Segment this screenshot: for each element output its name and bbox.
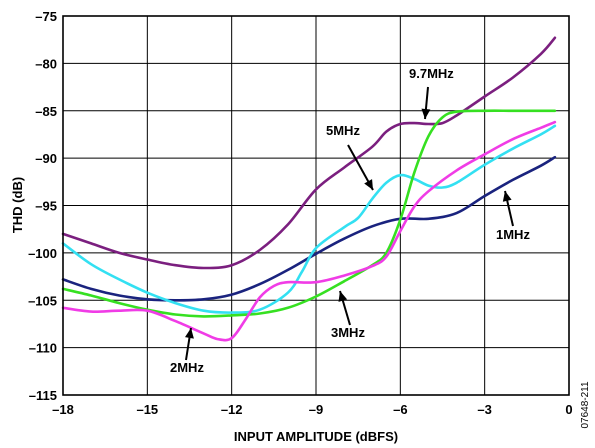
x-tick-label: –12 <box>221 402 243 417</box>
series-annotations: 9.7MHz 5MHz 1MHz 3MHz 2MHz <box>170 66 530 375</box>
y-tick-label: –75 <box>35 9 57 24</box>
annotation-2mhz: 2MHz <box>170 360 204 375</box>
x-tick-label: 0 <box>565 402 572 417</box>
annotation-arrowhead-1mhz <box>502 191 512 202</box>
annotation-3mhz: 3MHz <box>331 325 365 340</box>
y-tick-label: –95 <box>35 199 57 214</box>
x-tick-label: –15 <box>136 402 158 417</box>
x-tick-label: –3 <box>477 402 491 417</box>
series-line-2mhz <box>61 120 557 342</box>
y-tick-label: –85 <box>35 104 57 119</box>
y-tick-label: –105 <box>28 293 57 308</box>
annotation-9-7mhz: 9.7MHz <box>409 66 454 81</box>
x-tick-label: –6 <box>393 402 407 417</box>
series-line-5mhz <box>61 124 557 314</box>
series-lines <box>61 36 557 342</box>
series-line-9-7mhz <box>61 36 557 270</box>
x-tick-labels: –18 –15 –12 –9 –6 –3 0 <box>52 402 572 417</box>
y-tick-label: –90 <box>35 151 57 166</box>
y-tick-label: –100 <box>28 246 57 261</box>
y-tick-labels: –75 –80 –85 –90 –95 –100 –105 –110 –115 <box>28 9 57 403</box>
annotation-5mhz: 5MHz <box>326 123 360 138</box>
annotation-arrowhead-2mhz <box>185 328 194 339</box>
x-tick-label: –18 <box>52 402 74 417</box>
gridlines <box>63 16 569 395</box>
annotation-arrowhead-5mhz <box>364 179 373 190</box>
y-tick-label: –80 <box>35 56 57 71</box>
series-line-1mhz <box>61 155 557 302</box>
series-line-3mhz <box>61 109 557 318</box>
figure-id: 07648-211 <box>580 381 591 429</box>
y-axis-title: THD (dB) <box>10 177 25 233</box>
annotation-arrowhead-3mhz <box>338 291 348 302</box>
x-tick-label: –9 <box>309 402 323 417</box>
y-tick-label: –115 <box>29 388 57 403</box>
annotation-1mhz: 1MHz <box>496 227 530 242</box>
y-tick-label: –110 <box>29 341 57 356</box>
plot-frame <box>62 15 570 396</box>
annotation-arrowhead-9-7mhz <box>421 108 431 119</box>
x-axis-title: INPUT AMPLITUDE (dBFS) <box>234 429 398 444</box>
